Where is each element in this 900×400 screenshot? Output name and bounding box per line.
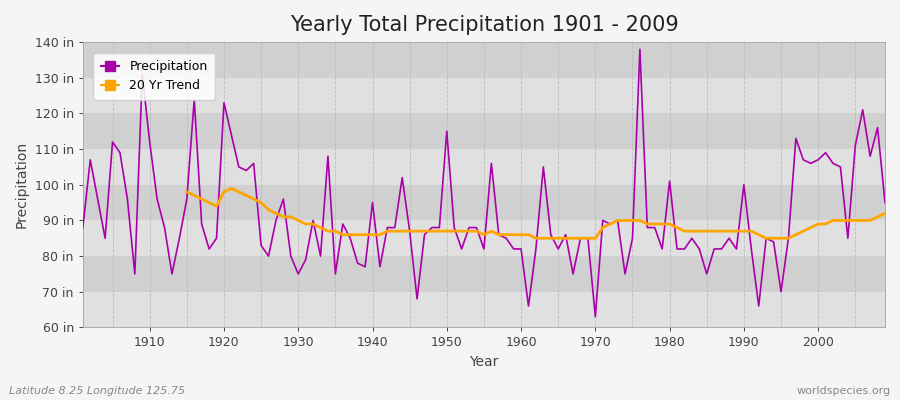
- Legend: Precipitation, 20 Yr Trend: Precipitation, 20 Yr Trend: [93, 53, 215, 100]
- Bar: [83, 220, 885, 256]
- X-axis label: Year: Year: [469, 355, 499, 369]
- Bar: [83, 78, 885, 114]
- Title: Yearly Total Precipitation 1901 - 2009: Yearly Total Precipitation 1901 - 2009: [290, 15, 679, 35]
- Bar: [83, 114, 885, 149]
- Text: Latitude 8.25 Longitude 125.75: Latitude 8.25 Longitude 125.75: [9, 386, 185, 396]
- Y-axis label: Precipitation: Precipitation: [15, 141, 29, 228]
- Text: worldspecies.org: worldspecies.org: [796, 386, 891, 396]
- Bar: [83, 292, 885, 328]
- Bar: [83, 149, 885, 185]
- Bar: [83, 256, 885, 292]
- Bar: [83, 42, 885, 78]
- Bar: [83, 185, 885, 220]
